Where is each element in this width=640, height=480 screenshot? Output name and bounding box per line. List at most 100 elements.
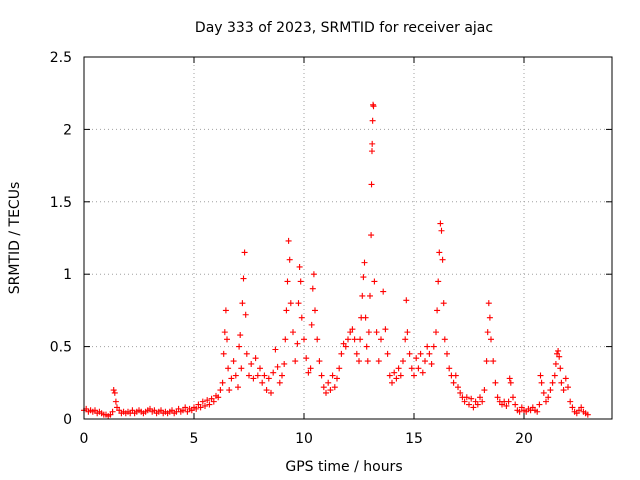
data-point <box>417 350 424 357</box>
data-point <box>436 249 443 256</box>
data-point <box>298 314 305 321</box>
y-axis-label: SRMTID / TECUs <box>7 182 23 295</box>
data-point <box>111 389 118 396</box>
data-point <box>235 384 241 391</box>
data-point <box>199 398 206 405</box>
data-point <box>297 278 304 285</box>
data-point <box>225 365 232 372</box>
data-point <box>215 394 222 401</box>
y-tick-label: 2 <box>63 122 72 138</box>
data-point <box>357 336 364 343</box>
data-point <box>382 326 389 333</box>
data-point <box>402 336 409 343</box>
data-point <box>507 379 514 386</box>
data-point <box>307 365 314 372</box>
data-point <box>479 398 486 405</box>
data-point <box>356 358 362 365</box>
data-point <box>368 181 375 188</box>
data-point <box>547 387 554 394</box>
data-point <box>263 387 270 394</box>
data-point <box>286 256 293 263</box>
data-point <box>457 389 464 396</box>
data-point <box>325 379 332 386</box>
data-point <box>422 358 428 365</box>
data-point <box>369 117 376 124</box>
data-point <box>224 336 230 343</box>
data-point <box>361 259 368 266</box>
data-point <box>371 278 378 285</box>
data-point <box>430 343 437 350</box>
data-point <box>295 300 302 307</box>
data-point <box>236 343 243 350</box>
x-tick-label: 5 <box>190 431 199 447</box>
data-point <box>437 220 444 227</box>
data-point <box>292 358 299 365</box>
data-point <box>239 300 246 307</box>
data-point <box>373 329 380 336</box>
data-point <box>380 288 387 295</box>
data-point <box>309 285 316 292</box>
data-point <box>219 379 226 386</box>
data-point <box>284 278 291 285</box>
data-point <box>378 336 384 343</box>
data-point <box>353 350 360 357</box>
data-point <box>466 401 472 408</box>
data-point <box>243 350 250 357</box>
data-point <box>193 405 200 412</box>
data-point <box>242 311 249 318</box>
data-point <box>463 394 470 401</box>
data-point <box>318 372 325 379</box>
data-point <box>368 232 375 239</box>
x-tick-label: 10 <box>295 431 313 447</box>
data-point <box>435 278 442 285</box>
data-point <box>406 350 413 357</box>
data-point <box>549 379 556 386</box>
data-point <box>506 375 513 382</box>
data-point <box>220 350 227 357</box>
data-point <box>345 336 351 343</box>
data-point <box>433 329 439 336</box>
data-point <box>314 336 321 343</box>
data-point <box>222 307 229 314</box>
data-point <box>415 365 422 372</box>
data-point <box>556 353 563 360</box>
data-point <box>327 387 334 394</box>
data-point <box>455 384 461 391</box>
data-point <box>434 307 441 314</box>
plot-frame <box>83 56 613 420</box>
data-point <box>329 372 336 379</box>
x-tick-label: 20 <box>515 431 533 447</box>
data-point <box>389 379 395 386</box>
y-tick-label: 0.5 <box>50 340 72 356</box>
data-point <box>438 227 445 234</box>
data-point <box>428 360 435 367</box>
data-point <box>494 394 501 401</box>
data-point <box>248 360 255 367</box>
x-tick-label: 0 <box>80 431 89 447</box>
data-point <box>109 408 116 415</box>
data-point <box>403 297 410 304</box>
data-point <box>552 360 559 367</box>
data-point <box>450 379 457 386</box>
data-point <box>569 404 576 411</box>
data-point <box>565 384 571 391</box>
data-point <box>540 389 547 396</box>
data-point <box>369 140 376 147</box>
data-point <box>474 401 481 408</box>
data-point <box>551 372 558 379</box>
data-point <box>486 314 493 321</box>
data-point <box>230 358 237 365</box>
data-point <box>503 402 510 409</box>
data-point <box>290 329 296 336</box>
data-point <box>360 274 367 281</box>
data-point <box>557 365 564 372</box>
axis-ticks: 0 5 10 15 20 0 0.5 1 1.5 2 2.5 <box>50 50 612 447</box>
data-point <box>367 292 373 299</box>
y-tick-label: 2.5 <box>50 50 72 66</box>
data-point <box>305 369 312 376</box>
data-point <box>342 343 349 350</box>
data-point <box>351 336 358 343</box>
data-point <box>226 387 233 394</box>
data-point <box>282 336 289 343</box>
